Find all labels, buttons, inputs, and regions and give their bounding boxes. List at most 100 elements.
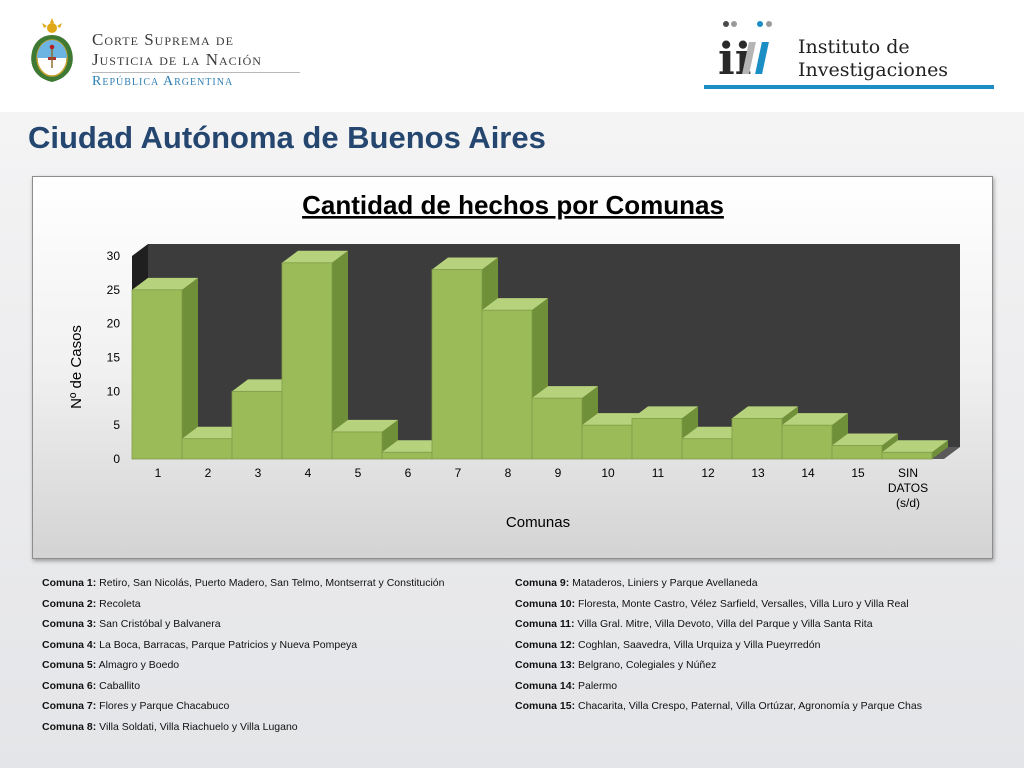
instituto-logo: ii Instituto de Investigaciones [704,18,996,92]
x-tick-label: 7 [455,466,462,480]
legend-item-label: Comuna 5: [42,659,97,671]
x-tick-label: 6 [405,466,412,480]
x-tick-line: 14 [801,466,815,480]
bar-front [631,417,683,460]
bar-top [482,298,548,311]
csjn-divider [92,72,300,73]
bar-top [282,250,348,263]
legend-item: Comuna 1: Retiro, San Nicolás, Puerto Ma… [42,577,512,598]
x-tick-line: 15 [851,466,865,480]
legend-item: Comuna 15: Chacarita, Villa Crespo, Pate… [515,700,985,721]
legend-item: Comuna 3: San Cristóbal y Balvanera [42,618,512,639]
bar-front [581,424,633,460]
csjn-country: República Argentina [92,74,234,89]
bar-front [881,451,933,460]
x-tick-line: 2 [205,466,212,480]
x-tick-line: 13 [751,466,765,480]
bar [881,440,948,460]
bar [281,250,348,460]
legend-item: Comuna 7: Flores y Parque Chacabuco [42,700,512,721]
bar-top [782,413,848,426]
legend-item-label: Comuna 8: [42,720,97,733]
legend-item: Comuna 5: Almagro y Boedo [42,659,512,680]
bar-front [231,390,283,460]
legend-item: Comuna 8: Villa Soldati, Villa Riachuelo… [42,721,512,742]
legend-item-text: Mataderos, Liniers y Parque Avellaneda [569,577,758,589]
x-tick-label: 15 [851,466,865,480]
bar-top [682,426,748,439]
x-tick-label: 3 [255,466,262,480]
legend-item-text: Recoleta [96,597,141,610]
x-tick-label: 12 [701,466,715,480]
bar-front [531,397,583,460]
x-tick-line: 6 [405,466,412,480]
plot-back-wall [148,244,960,447]
legend-item-label: Comuna 14: [515,679,576,692]
bar-front [331,431,383,460]
instituto-ii-logo-icon: ii [718,21,772,82]
legend-left: Comuna 1: Retiro, San Nicolás, Puerto Ma… [42,577,512,741]
csjn-name-line1: Corte Suprema de [92,30,234,49]
bar-top [882,440,948,453]
x-tick-line: 10 [601,466,615,480]
legend-item-label: Comuna 9: [515,577,570,589]
bar-front [731,417,783,460]
instituto-divider [704,85,994,89]
y-tick-label: 30 [107,249,121,263]
x-tick-line: (s/d) [896,496,920,510]
bar-front [381,451,433,460]
legend-item-text: Belgrano, Colegiales y Núñez [575,659,717,671]
legend-item-label: Comuna 12: [515,638,576,651]
bar-top [832,433,898,446]
y-axis-label: Nº de Casos [68,325,85,409]
x-tick-line: SIN [898,466,918,480]
bar-front [781,424,833,460]
legend-item-text: La Boca, Barracas, Parque Patricios y Nu… [96,638,358,651]
legend-item: Comuna 12: Coghlan, Saavedra, Villa Urqu… [515,639,985,660]
legend-item-label: Comuna 6: [42,679,97,692]
x-tick-line: 7 [455,466,462,480]
y-tick-label: 15 [107,351,121,365]
bar-top [232,379,298,392]
bar-top [132,277,198,290]
legend-item-text: Chacarita, Villa Crespo, Paternal, Villa… [575,700,922,712]
x-tick-label: 13 [751,466,765,480]
legend-item-text: Coghlan, Saavedra, Villa Urquiza y Villa… [575,638,821,651]
legend-item-label: Comuna 3: [42,618,97,630]
x-tick-label: 11 [652,466,665,480]
x-tick-label: 5 [355,466,362,480]
legend-item: Comuna 14: Palermo [515,680,985,701]
page-title: Ciudad Autónoma de Buenos Aires [28,120,546,155]
x-tick-line: DATOS [888,481,928,495]
x-tick-label: 10 [601,466,615,480]
bar-front [431,269,483,460]
legend-item-label: Comuna 15: [515,700,576,712]
x-tick-line: 9 [555,466,562,480]
legend-item: Comuna 9: Mataderos, Liniers y Parque Av… [515,577,985,598]
bar-front [281,262,333,460]
x-tick-line: 11 [652,466,665,480]
bar-top [332,419,398,432]
bar-top [432,257,498,270]
bar-chart: Cantidad de hechos por Comunas 051015202… [68,190,960,531]
bar [131,277,198,460]
legend-item-label: Comuna 11: [515,618,575,630]
bar [781,413,848,460]
x-tick-line: 3 [255,466,262,480]
bar-front [131,289,183,460]
y-tick-label: 0 [113,452,120,466]
chart-panel: Cantidad de hechos por Comunas 0 5 10 15 20 2… [32,176,993,559]
bar-front [681,438,733,460]
legend-item: Comuna 11: Villa Gral. Mitre, Villa Devo… [515,618,985,639]
legend-item: Comuna 6: Caballito [42,680,512,701]
instituto-name-line1: Instituto de [798,36,910,58]
y-tick-label: 10 [107,384,121,398]
legend-item-text: Villa Gral. Mitre, Villa Devoto, Villa d… [574,618,873,630]
x-tick-label: 9 [555,466,562,480]
chart-title: Cantidad de hechos por Comunas [302,190,724,220]
legend-item-text: San Cristóbal y Balvanera [96,618,221,630]
legend-item-label: Comuna 2: [42,597,97,610]
legend-item-label: Comuna 7: [42,700,97,712]
x-tick-line: 4 [305,466,312,480]
bar-top [382,440,448,453]
